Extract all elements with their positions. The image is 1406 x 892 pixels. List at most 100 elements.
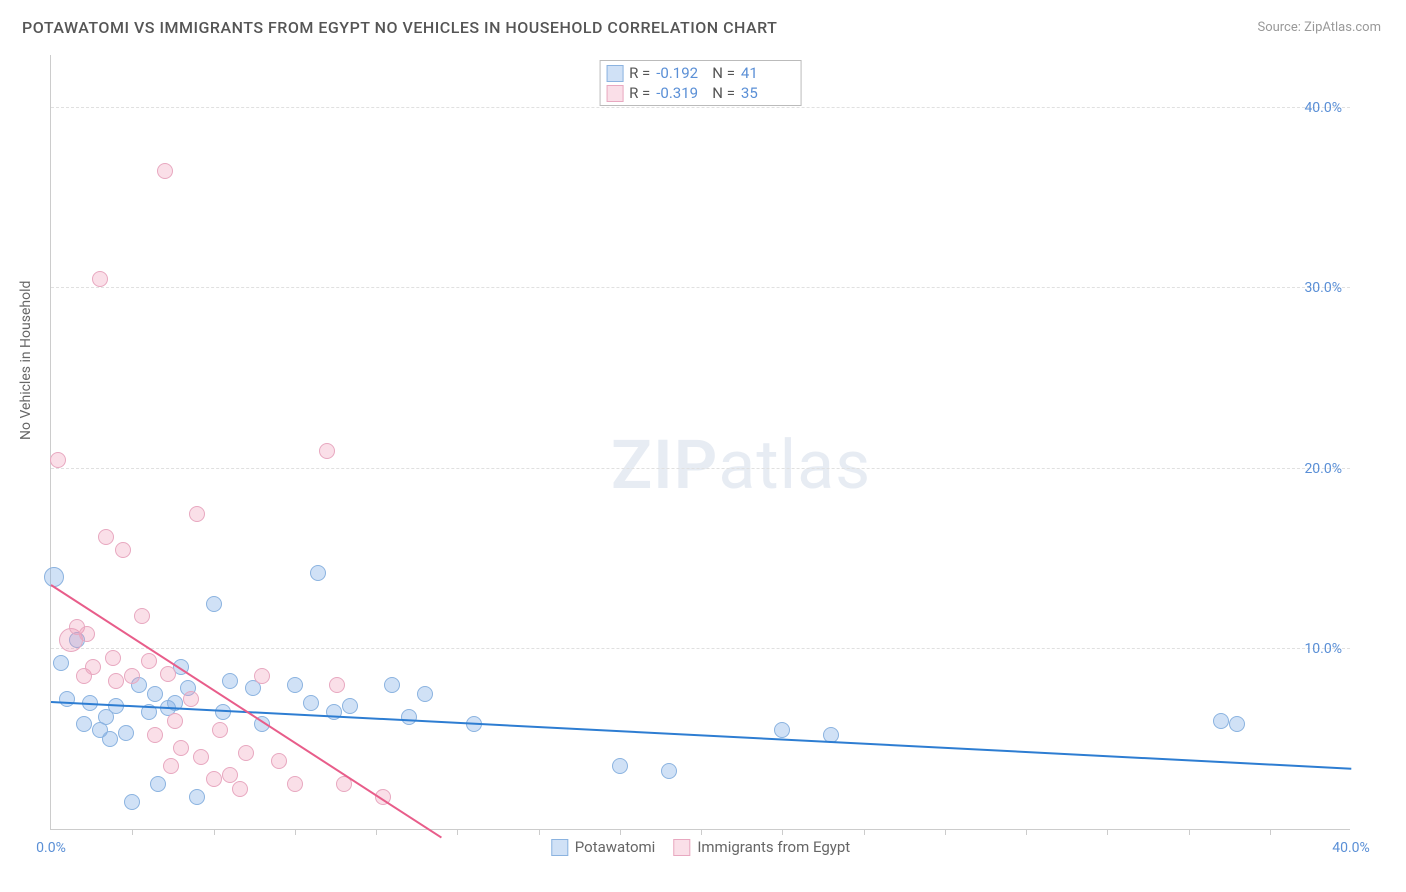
scatter-point — [329, 677, 345, 693]
scatter-point — [147, 727, 163, 743]
r-value-0: -0.192 — [656, 64, 706, 82]
scatter-point — [92, 271, 108, 287]
scatter-point — [193, 749, 209, 765]
scatter-point — [53, 655, 69, 671]
scatter-point — [105, 650, 121, 666]
swatch-icon — [673, 839, 690, 856]
x-tick — [1026, 829, 1027, 835]
gridline — [51, 648, 1350, 649]
scatter-point — [212, 722, 228, 738]
scatter-point — [384, 677, 400, 693]
plot-area: ZIPatlas R = -0.192 N = 41 R = -0.319 N … — [50, 55, 1350, 830]
scatter-point — [108, 673, 124, 689]
x-tick — [214, 829, 215, 835]
watermark-light: atlas — [718, 425, 871, 505]
x-tick — [295, 829, 296, 835]
scatter-point — [222, 673, 238, 689]
r-label: R = — [629, 64, 650, 82]
scatter-point — [661, 763, 677, 779]
scatter-point — [612, 758, 628, 774]
scatter-point — [222, 767, 238, 783]
scatter-point — [232, 781, 248, 797]
scatter-point — [147, 686, 163, 702]
swatch-icon — [606, 65, 623, 82]
x-tick — [457, 829, 458, 835]
scatter-point — [150, 776, 166, 792]
r-value-1: -0.319 — [656, 84, 706, 102]
scatter-point — [417, 686, 433, 702]
scatter-point — [287, 677, 303, 693]
scatter-point — [173, 740, 189, 756]
correlation-legend: R = -0.192 N = 41 R = -0.319 N = 35 — [599, 60, 802, 106]
scatter-point — [115, 542, 131, 558]
x-tick — [701, 829, 702, 835]
y-tick-label: 20.0% — [1304, 461, 1342, 477]
source-value: ZipAtlas.com — [1304, 20, 1381, 35]
legend-item-1: Immigrants from Egypt — [673, 838, 850, 856]
y-axis-label: No Vehicles in Household — [18, 281, 34, 440]
n-label: N = — [712, 64, 735, 82]
gridline — [51, 468, 1350, 469]
scatter-point — [124, 794, 140, 810]
swatch-icon — [606, 85, 623, 102]
scatter-point — [85, 659, 101, 675]
scatter-point — [76, 716, 92, 732]
x-tick — [539, 829, 540, 835]
x-tick — [1189, 829, 1190, 835]
x-tick-label: 0.0% — [36, 840, 66, 856]
n-label: N = — [712, 84, 735, 102]
source-label: Source: — [1257, 20, 1304, 35]
scatter-point — [102, 731, 118, 747]
scatter-point — [44, 567, 64, 587]
x-tick — [620, 829, 621, 835]
series-legend: Potawatomi Immigrants from Egypt — [551, 838, 850, 856]
r-label: R = — [629, 84, 650, 102]
scatter-point — [287, 776, 303, 792]
scatter-point — [167, 713, 183, 729]
y-tick-label: 10.0% — [1304, 641, 1342, 657]
gridline — [51, 107, 1350, 108]
y-tick-label: 40.0% — [1304, 100, 1342, 116]
scatter-point — [189, 506, 205, 522]
scatter-point — [774, 722, 790, 738]
correlation-chart: POTAWATOMI VS IMMIGRANTS FROM EGYPT NO V… — [0, 0, 1406, 892]
scatter-point — [124, 668, 140, 684]
scatter-point — [163, 758, 179, 774]
x-tick — [132, 829, 133, 835]
scatter-point — [271, 753, 287, 769]
x-tick — [864, 829, 865, 835]
swatch-icon — [551, 839, 568, 856]
scatter-point — [319, 443, 335, 459]
scatter-point — [59, 691, 75, 707]
scatter-point — [342, 698, 358, 714]
legend-row-series-0: R = -0.192 N = 41 — [606, 63, 791, 83]
watermark: ZIPatlas — [611, 425, 871, 505]
y-tick-label: 30.0% — [1304, 280, 1342, 296]
scatter-point — [118, 725, 134, 741]
scatter-point — [157, 163, 173, 179]
gridline — [51, 287, 1350, 288]
scatter-point — [189, 789, 205, 805]
x-tick — [782, 829, 783, 835]
scatter-point — [303, 695, 319, 711]
legend-row-series-1: R = -0.319 N = 35 — [606, 83, 791, 103]
x-tick — [945, 829, 946, 835]
chart-title: POTAWATOMI VS IMMIGRANTS FROM EGYPT NO V… — [22, 18, 777, 37]
x-tick — [1107, 829, 1108, 835]
legend-label-0: Potawatomi — [575, 838, 656, 856]
legend-item-0: Potawatomi — [551, 838, 656, 856]
scatter-point — [98, 529, 114, 545]
scatter-point — [141, 653, 157, 669]
scatter-point — [206, 771, 222, 787]
x-tick-label: 40.0% — [1332, 840, 1370, 856]
scatter-point — [50, 452, 66, 468]
scatter-point — [1229, 716, 1245, 732]
watermark-bold: ZIP — [611, 425, 718, 505]
scatter-point — [183, 691, 199, 707]
n-value-0: 41 — [741, 64, 791, 82]
x-tick — [376, 829, 377, 835]
scatter-point — [254, 668, 270, 684]
scatter-point — [206, 596, 222, 612]
x-tick — [1270, 829, 1271, 835]
scatter-point — [238, 745, 254, 761]
